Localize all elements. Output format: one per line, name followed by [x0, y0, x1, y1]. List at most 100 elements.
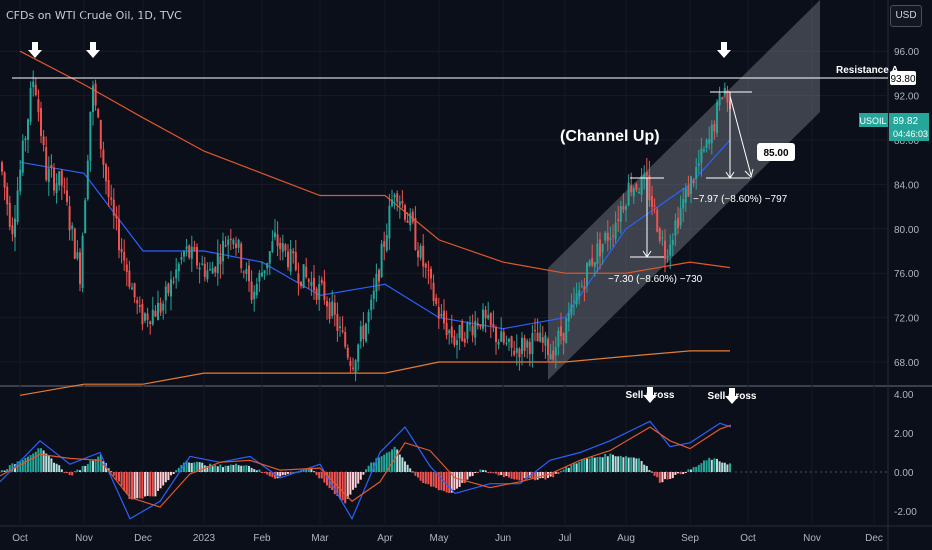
macd-bar — [625, 456, 627, 472]
candle-body — [120, 248, 123, 253]
candle-body — [73, 228, 76, 259]
macd-bar — [671, 472, 674, 479]
macd-bar — [112, 472, 115, 476]
macd-bar — [463, 472, 466, 484]
macd-bar — [414, 472, 417, 476]
candle-body — [627, 182, 630, 206]
macd-bar — [666, 472, 669, 480]
macd-bar — [448, 472, 451, 494]
candle-body — [593, 262, 596, 267]
macd-bar — [526, 472, 529, 479]
candle-body — [362, 325, 365, 339]
macd-bar — [682, 472, 685, 475]
candle-body — [164, 286, 167, 301]
macd-bar — [89, 460, 92, 472]
time-tick-label: Dec — [865, 533, 883, 544]
time-tick-label: Feb — [253, 533, 271, 544]
candle-body — [315, 288, 318, 300]
macd-bar — [21, 459, 24, 472]
macd-bar — [19, 461, 22, 472]
time-tick-label: Jun — [495, 533, 511, 544]
macd-bar — [1, 470, 3, 472]
macd-bar — [339, 472, 341, 500]
currency-button[interactable]: USD — [890, 5, 922, 27]
symbol-tag-label: USOIL — [859, 116, 886, 126]
macd-bar — [211, 466, 214, 472]
candle-body — [502, 331, 505, 343]
macd-bar — [713, 458, 716, 472]
candle-body — [237, 239, 240, 248]
macd-bar — [149, 472, 152, 497]
candle-body — [690, 176, 692, 195]
candle-body — [279, 242, 282, 249]
macd-bar — [601, 457, 604, 472]
target-label: 85.00 — [763, 148, 788, 159]
candle-body — [554, 347, 557, 356]
candle-body — [138, 305, 141, 307]
macd-bar — [307, 467, 310, 472]
macd-bar — [593, 457, 596, 472]
resistance-tag — [890, 71, 916, 85]
candle-body — [570, 304, 573, 315]
candle-body — [651, 196, 653, 208]
macd-bar — [258, 469, 261, 472]
macd-bar — [539, 472, 542, 479]
candle-body — [32, 81, 35, 88]
macd-bar — [172, 472, 175, 475]
candle-body — [661, 237, 664, 239]
candle-body — [219, 256, 222, 265]
macd-bar — [461, 472, 464, 483]
candle-body — [422, 245, 425, 267]
macd-bar — [466, 472, 469, 480]
candle-body — [203, 263, 206, 277]
candle-body — [170, 279, 172, 297]
macd-bar — [232, 464, 235, 472]
macd-bar — [557, 472, 560, 475]
down-arrow-icon — [643, 387, 657, 403]
candle-body — [66, 190, 68, 202]
candle-body — [575, 293, 578, 305]
macd-bar — [63, 472, 66, 473]
macd-bar — [170, 472, 172, 476]
macd-bar — [255, 470, 258, 472]
macd-bar — [658, 472, 661, 483]
price-tick-label: 80.00 — [894, 225, 919, 236]
candle-body — [3, 172, 6, 188]
macd-bar — [495, 472, 497, 474]
symbol-tag — [859, 113, 888, 127]
price-tick-label: 84.00 — [894, 180, 919, 191]
macd-bar — [144, 472, 146, 497]
candle-body — [180, 257, 183, 260]
chart-title: CFDs on WTI Crude Oil, 1D, TVC — [6, 9, 182, 22]
macd-bar — [357, 472, 360, 484]
macd-bar — [250, 467, 253, 472]
candle-body — [539, 332, 542, 342]
macd-bar — [50, 458, 53, 472]
macd-bar — [120, 472, 123, 487]
candle-body — [666, 256, 669, 258]
candle-body — [105, 164, 107, 182]
candle-body — [167, 283, 170, 294]
candle-body — [427, 269, 430, 271]
macd-bar — [164, 472, 167, 483]
macd-line — [0, 420, 732, 521]
macd-bar — [536, 472, 539, 480]
candle-body — [674, 220, 677, 236]
candle-body — [206, 270, 209, 280]
macd-bar — [11, 463, 14, 472]
candle-body — [359, 326, 362, 342]
macd-bar — [656, 472, 659, 478]
candle-body — [541, 337, 544, 343]
macd-bar — [469, 472, 471, 477]
macd-bar — [573, 463, 575, 472]
macd-bar — [118, 472, 120, 482]
candle-body — [102, 149, 105, 165]
macd-bar — [271, 472, 274, 478]
candle-body — [47, 168, 50, 182]
macd-bar — [549, 472, 552, 477]
macd-bar — [580, 459, 583, 472]
macd-bar — [482, 469, 484, 472]
osc-tick-label: 0.00 — [894, 468, 914, 479]
candle-body — [328, 302, 331, 319]
